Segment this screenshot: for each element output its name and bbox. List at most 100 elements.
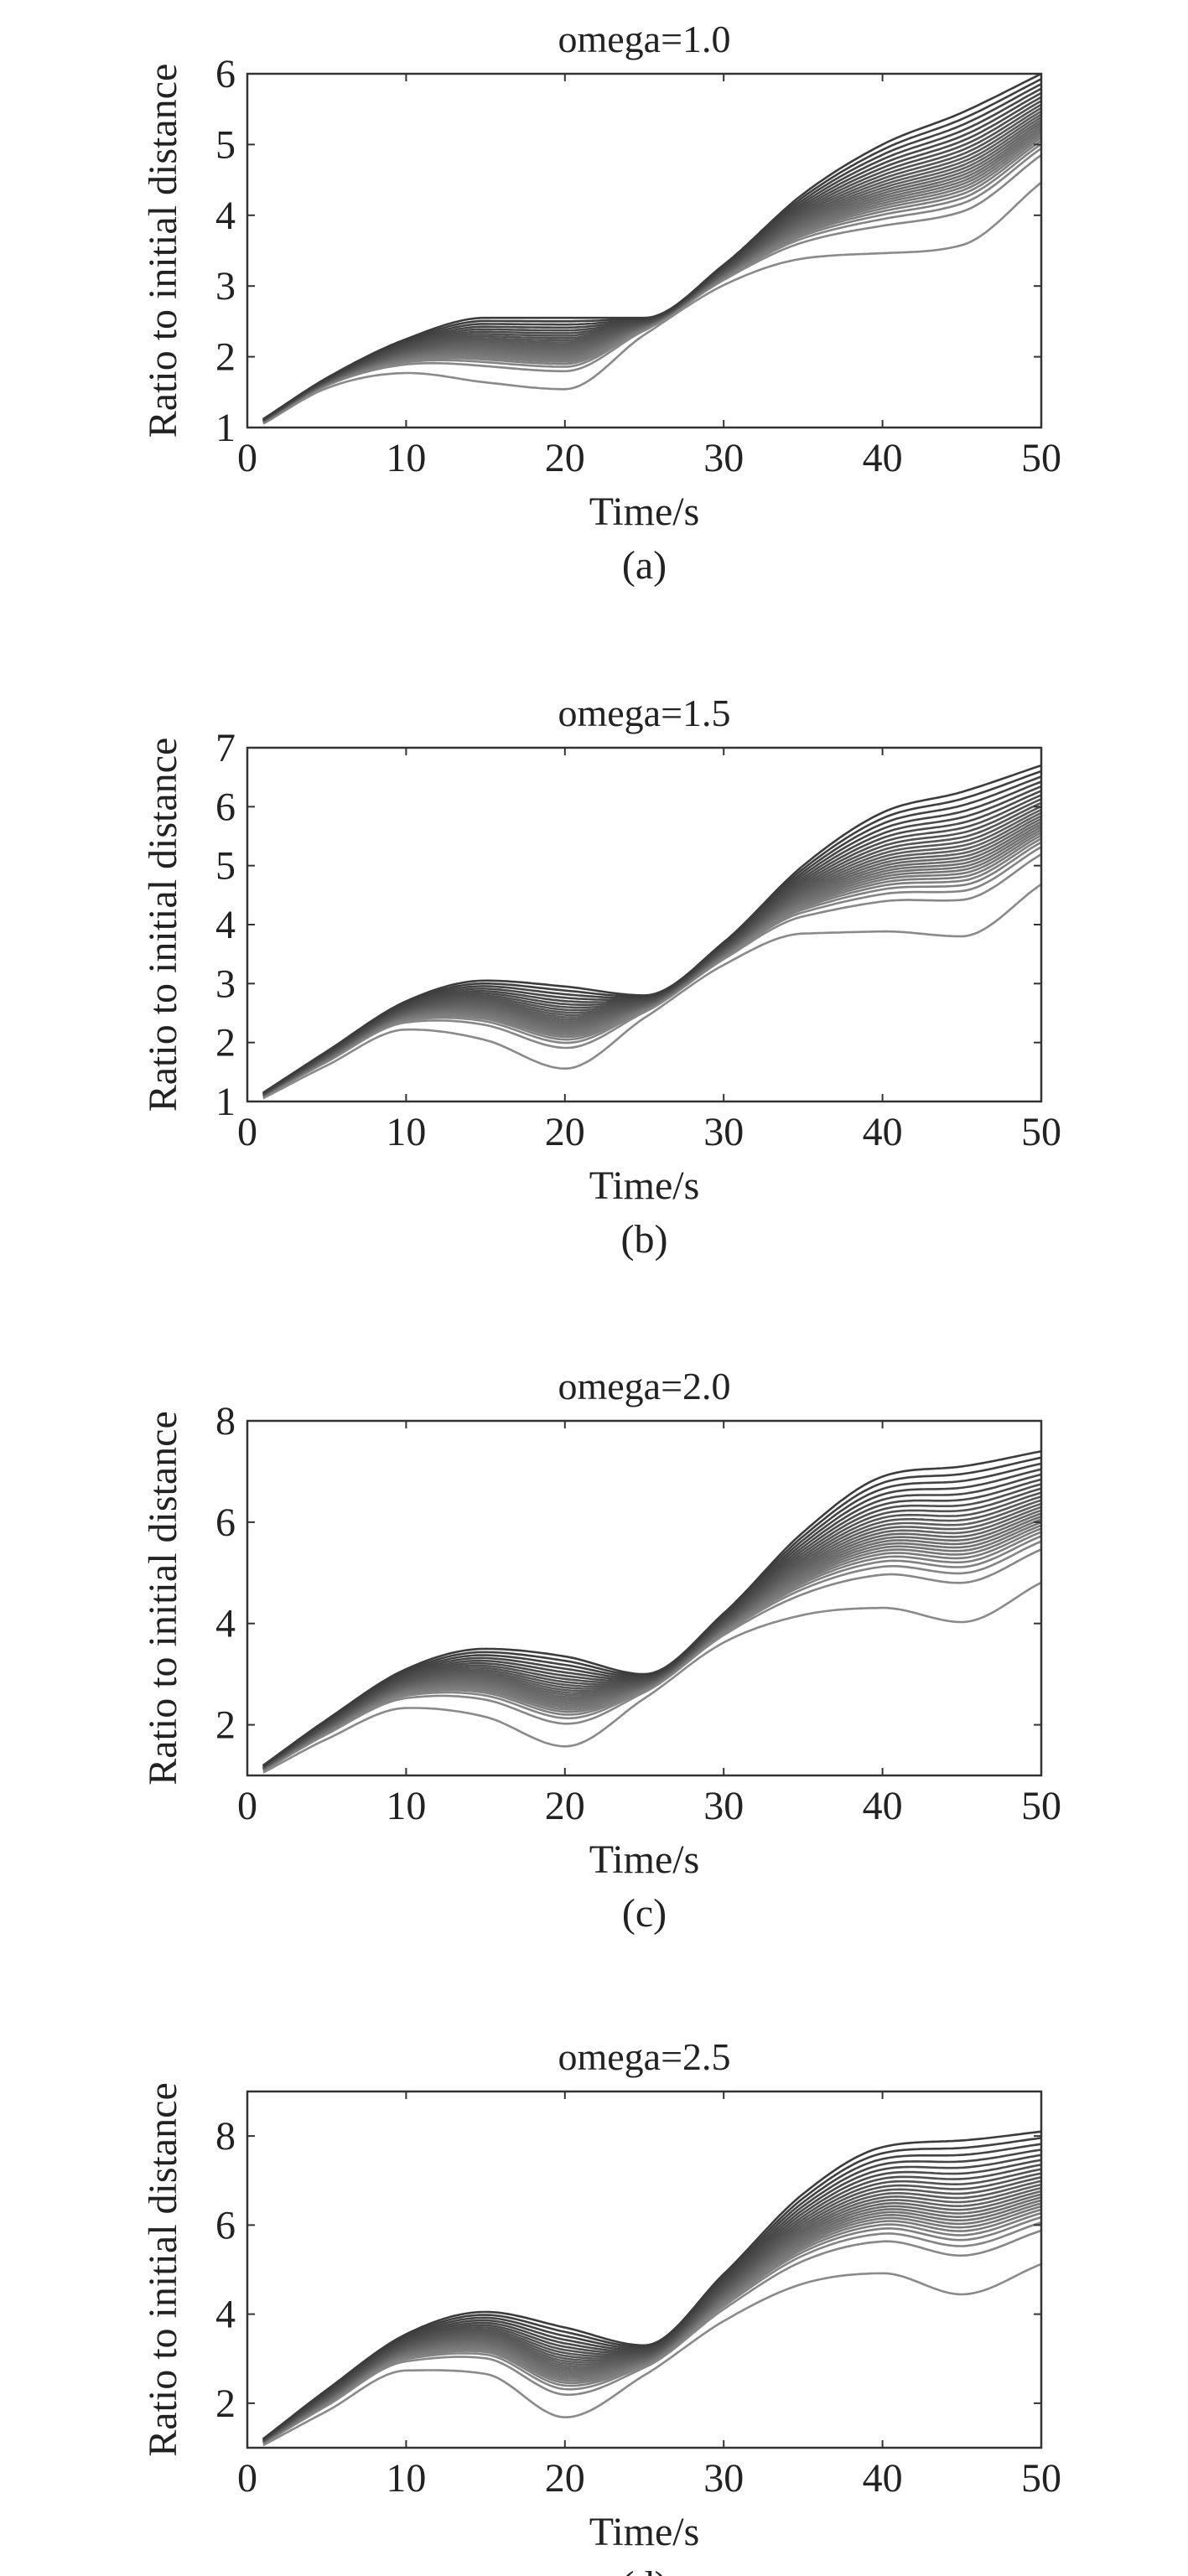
panel-caption: (d) — [621, 2563, 668, 2576]
chart-panel-c: omega=2.0 0 10 20 30 40 50 2 4 6 8 Time/s Ratio to i… — [141, 1365, 1061, 1936]
x-tick-label: 50 — [1021, 1110, 1061, 1154]
chart-panel-d: omega=2.5 0 10 20 30 40 50 2 4 6 8 Time/s Ratio to i… — [141, 2035, 1061, 2576]
series-line — [262, 1491, 1042, 1769]
y-tick-label: 2 — [215, 2382, 236, 2426]
series-line — [262, 2208, 1042, 2444]
series-line — [262, 72, 1042, 420]
x-tick-label: 40 — [863, 1110, 903, 1154]
series-line — [262, 2221, 1042, 2444]
x-tick-label: 50 — [1021, 1784, 1061, 1828]
series-line — [262, 1499, 1042, 1770]
series-line — [262, 815, 1042, 1096]
y-tick-label: 4 — [215, 1602, 236, 1646]
y-tick-label: 6 — [215, 785, 236, 829]
series-line — [262, 1524, 1042, 1770]
x-tick-label: 50 — [1021, 436, 1061, 480]
chart-title: omega=2.0 — [558, 1365, 730, 1407]
series-line — [262, 846, 1042, 1098]
x-tick-label: 40 — [863, 2456, 903, 2501]
x-axis-label: Time/s — [589, 2510, 700, 2554]
series-line — [262, 103, 1042, 422]
series-line — [262, 1518, 1042, 1770]
x-tick-label: 30 — [703, 1784, 744, 1828]
x-tick-label: 0 — [237, 1110, 257, 1154]
y-tick-label: 6 — [215, 1501, 236, 1545]
x-tick-label: 10 — [386, 436, 426, 480]
panel-caption: (c) — [622, 1891, 667, 1936]
series-line — [262, 837, 1042, 1097]
y-tick-label: 6 — [215, 2203, 236, 2247]
x-tick-label: 40 — [863, 1784, 903, 1828]
series-line — [262, 1483, 1042, 1769]
series-line — [262, 1473, 1042, 1768]
y-tick-label: 7 — [215, 726, 236, 770]
plot-frame — [246, 1419, 1043, 1777]
plot-frame — [246, 2090, 1043, 2449]
x-tick-label: 10 — [386, 1110, 426, 1154]
series-line — [262, 2193, 1042, 2444]
x-tick-label: 0 — [237, 1784, 257, 1828]
x-tick-label: 20 — [545, 1110, 585, 1154]
x-tick-label: 0 — [237, 2456, 257, 2501]
y-tick-label: 3 — [215, 961, 236, 1006]
series-line — [262, 834, 1042, 1097]
y-tick-label: 8 — [215, 1399, 236, 1443]
series-line — [262, 2205, 1042, 2444]
x-tick-label: 20 — [545, 2456, 585, 2501]
series-line — [262, 764, 1042, 1094]
chart-panel-b: omega=1.5 0 10 20 30 40 50 1 2 3 4 5 6 7 Time/s Ratio t… — [141, 692, 1061, 1262]
y-tick-label: 5 — [215, 122, 236, 167]
series-line — [262, 122, 1042, 422]
x-tick-label: 20 — [545, 436, 585, 480]
series-line — [262, 1506, 1042, 1770]
series-line — [262, 1548, 1042, 1772]
series-line — [262, 841, 1042, 1097]
x-tick-label: 30 — [703, 436, 744, 480]
series-line — [262, 821, 1042, 1096]
series-line — [262, 134, 1042, 423]
series-line — [262, 1450, 1042, 1766]
y-axis-label: Ratio to initial distance — [141, 1411, 185, 1786]
chart-title: omega=2.5 — [558, 2035, 730, 2078]
series-line — [262, 811, 1042, 1096]
x-axis-label: Time/s — [589, 490, 700, 534]
y-tick-label: 8 — [215, 2114, 236, 2159]
y-tick-label: 1 — [215, 406, 236, 450]
series-line — [262, 91, 1042, 422]
series-line — [262, 1495, 1042, 1770]
y-axis-label: Ratio to initial distance — [141, 64, 185, 438]
series-line — [262, 2211, 1042, 2444]
series-line — [262, 817, 1042, 1096]
x-axis-label: Time/s — [589, 1164, 700, 1208]
y-tick-label: 4 — [215, 2293, 236, 2337]
x-tick-label: 50 — [1021, 2456, 1061, 2501]
series-line — [262, 2216, 1042, 2444]
plot-frame — [246, 72, 1043, 429]
x-tick-label: 20 — [545, 1784, 585, 1828]
series-line — [262, 1478, 1042, 1768]
series-line — [262, 790, 1042, 1096]
chart-panel-a: omega=1.0 0 10 20 30 40 50 1 2 3 4 5 6 Time/s Ratio to… — [141, 18, 1061, 588]
series-line — [262, 127, 1042, 422]
x-tick-label: 30 — [703, 1110, 744, 1154]
y-tick-label: 3 — [215, 264, 236, 308]
x-tick-label: 10 — [386, 2456, 426, 2501]
series-line — [262, 1468, 1042, 1768]
series-line — [262, 798, 1042, 1096]
y-axis-label: Ratio to initial distance — [141, 738, 185, 1112]
y-tick-label: 1 — [215, 1080, 236, 1124]
chart-title: omega=1.5 — [558, 692, 730, 734]
chart-title: omega=1.0 — [558, 18, 730, 60]
series-line — [262, 2130, 1042, 2440]
series-line — [262, 853, 1042, 1098]
x-tick-label: 0 — [237, 436, 257, 480]
series-line — [262, 1531, 1042, 1771]
series-line — [262, 1456, 1042, 1767]
y-tick-label: 2 — [215, 1703, 236, 1748]
y-tick-label: 4 — [215, 194, 236, 238]
y-tick-label: 4 — [215, 903, 236, 947]
y-tick-label: 5 — [215, 844, 236, 889]
series-line — [262, 1540, 1042, 1772]
series-line — [262, 181, 1042, 425]
